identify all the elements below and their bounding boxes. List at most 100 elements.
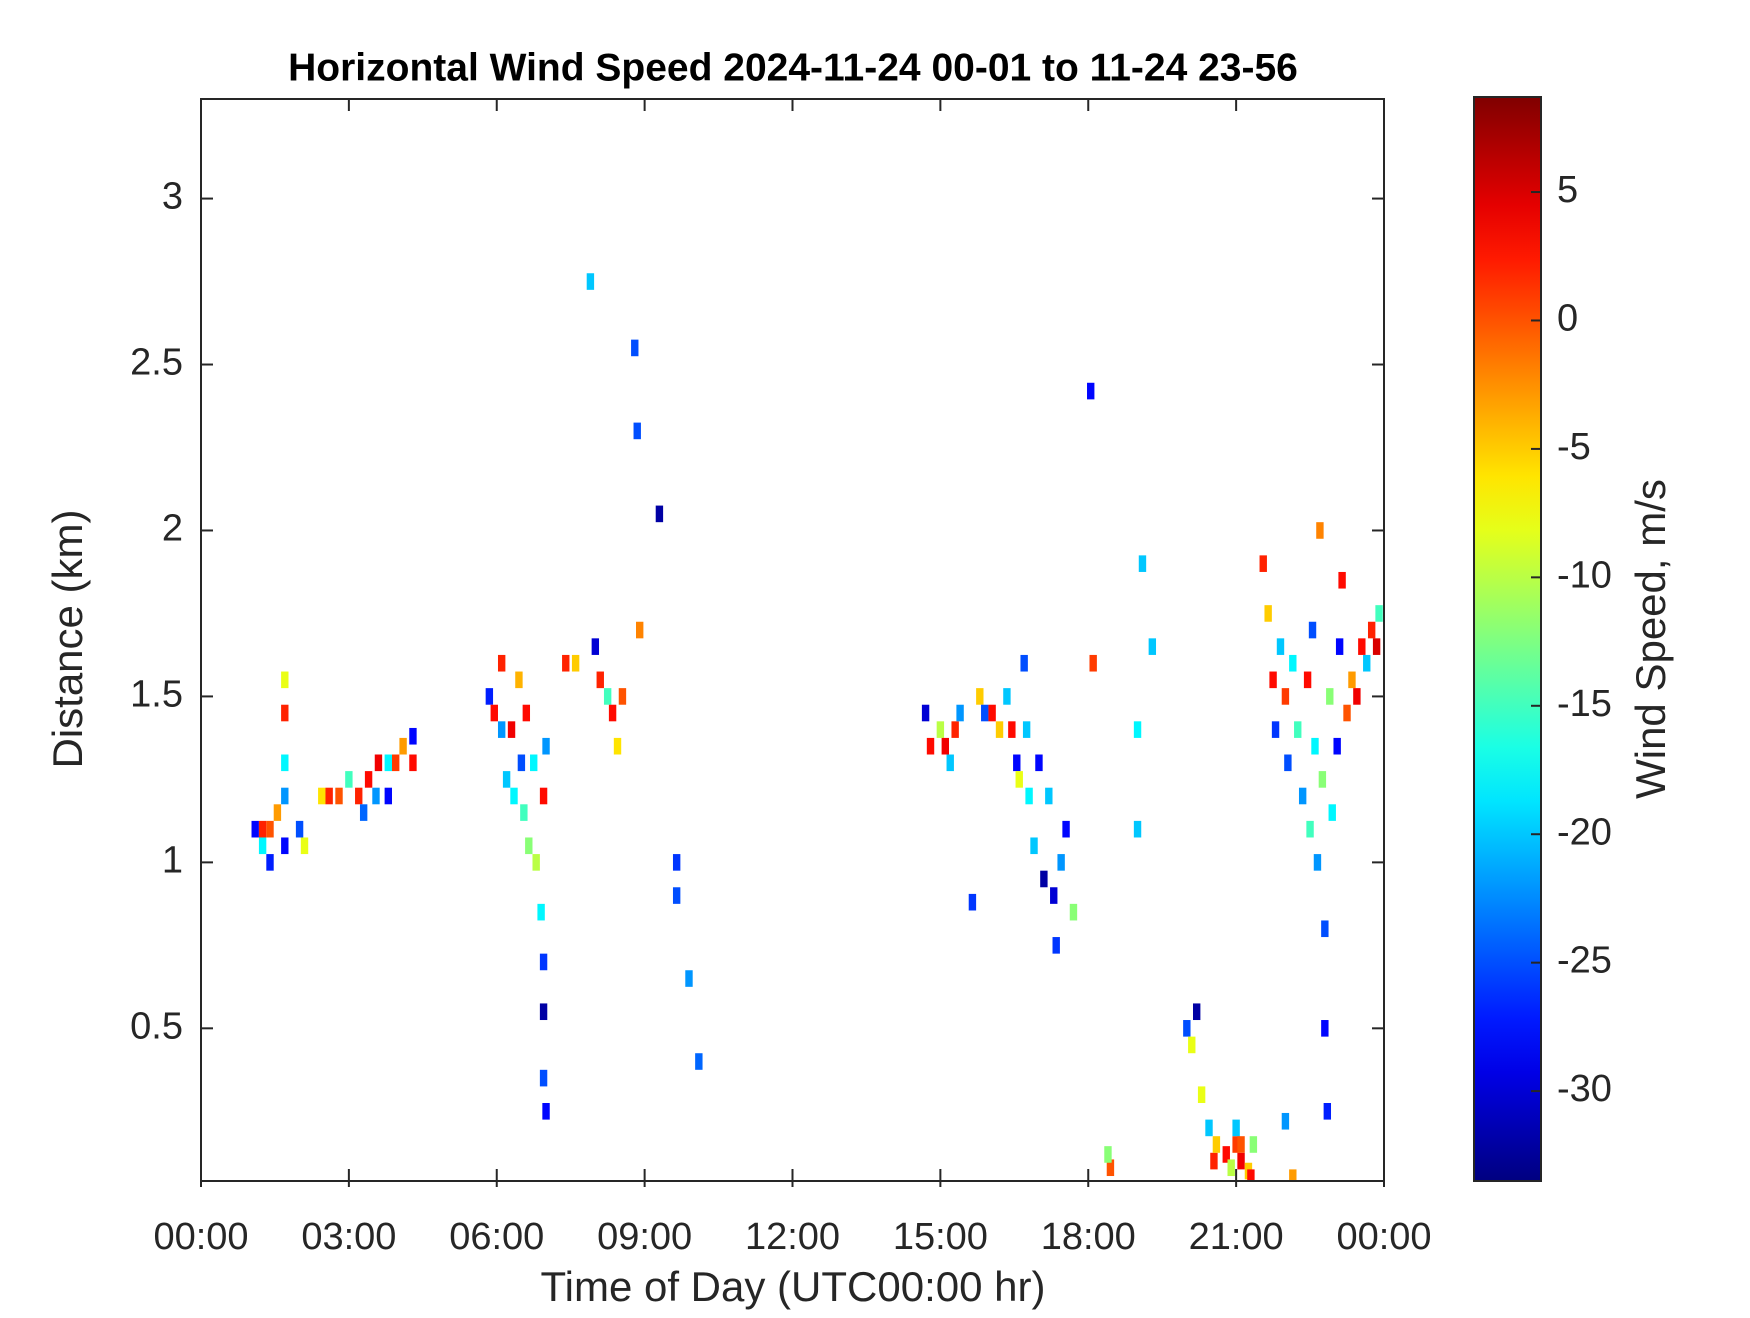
heat-cell <box>1271 721 1280 738</box>
x-tick-label: 15:00 <box>893 1216 988 1258</box>
heat-cell <box>1323 1103 1332 1120</box>
heat-cell <box>1057 854 1065 871</box>
heat-cell <box>618 688 627 705</box>
heat-cell <box>672 854 681 871</box>
heat-cell <box>1321 920 1329 938</box>
heat-cell <box>374 754 383 772</box>
heat-cell <box>1281 688 1290 705</box>
heat-cell <box>517 754 526 772</box>
heat-cell <box>1353 688 1361 705</box>
heat-cell <box>281 787 289 805</box>
heat-cell <box>921 704 930 722</box>
heat-cell <box>695 1053 703 1070</box>
heat-cell <box>497 654 506 672</box>
heat-cell <box>1183 1020 1191 1037</box>
colorbar-tick-label: -20 <box>1557 811 1612 853</box>
heat-cell <box>672 887 681 904</box>
heat-cell <box>968 893 977 911</box>
y-axis-label: Distance (km) <box>44 509 91 768</box>
heat-cell <box>1338 571 1346 589</box>
heat-cell <box>1222 1146 1230 1163</box>
heat-cell <box>1089 654 1097 672</box>
heat-cell <box>1363 654 1371 672</box>
heat-cell <box>1210 1152 1218 1170</box>
heat-cell <box>1343 704 1351 722</box>
heat-cell <box>1197 1086 1206 1104</box>
heat-cell <box>300 837 309 855</box>
heat-cell <box>1284 754 1292 772</box>
heat-cell <box>603 688 612 705</box>
heat-cell <box>345 771 353 788</box>
heat-cell <box>1316 522 1324 539</box>
heat-cell <box>633 422 641 440</box>
heat-cell <box>941 737 950 755</box>
heat-cell <box>355 787 363 805</box>
heat-cell <box>1212 1136 1221 1153</box>
heat-cell <box>384 754 393 772</box>
heat-cell <box>251 820 259 838</box>
heat-cell <box>1375 605 1383 622</box>
heat-cell <box>1311 737 1319 755</box>
heat-cell <box>399 737 407 755</box>
heat-cell <box>995 721 1004 738</box>
heat-cell <box>372 787 380 805</box>
heat-cell <box>510 787 518 805</box>
heat-cell <box>981 704 989 722</box>
heat-cell <box>1308 621 1317 639</box>
heat-cell <box>490 704 498 722</box>
heat-cell <box>539 1003 548 1021</box>
heat-cell <box>562 654 570 672</box>
heat-cell <box>1237 1152 1245 1170</box>
chart-title: Horizontal Wind Speed 2024-11-24 00-01 t… <box>288 46 1298 89</box>
heat-cell <box>515 671 523 689</box>
heat-cell <box>1326 688 1334 705</box>
heat-cell <box>1232 1119 1240 1137</box>
heat-cell <box>1237 1136 1245 1153</box>
heat-cell <box>1358 638 1366 655</box>
heat-cell <box>409 754 417 772</box>
heat-cell <box>976 688 984 705</box>
heat-cell <box>1087 382 1095 400</box>
heat-cell <box>608 704 617 722</box>
heat-cell <box>1148 638 1157 655</box>
heat-cell <box>295 820 304 838</box>
heat-cell <box>1328 804 1336 821</box>
x-tick-label: 00:00 <box>153 1216 248 1258</box>
heat-cell <box>1138 555 1147 572</box>
colorbar-tick-label: 5 <box>1557 169 1578 211</box>
heat-cell <box>1298 787 1307 805</box>
heat-cell <box>655 505 664 523</box>
heat-cell <box>1232 1136 1240 1153</box>
heat-cell <box>1335 638 1344 655</box>
heat-cell <box>1348 671 1356 689</box>
heat-cell <box>596 671 604 689</box>
y-tick-label: 1 <box>162 839 183 881</box>
heat-cell <box>364 771 373 788</box>
y-tick-label: 2 <box>162 508 183 550</box>
heat-cell <box>532 854 540 871</box>
heat-cell <box>946 754 954 772</box>
heat-cell <box>1025 787 1033 805</box>
heat-cell <box>1276 638 1285 655</box>
heat-cell <box>1052 937 1060 954</box>
heat-cell <box>1022 721 1031 738</box>
heat-cell <box>539 1069 548 1087</box>
heat-cell <box>956 704 964 722</box>
heat-cell <box>335 787 343 805</box>
x-tick-label: 03:00 <box>301 1216 396 1258</box>
y-tick-label: 0.5 <box>130 1005 183 1047</box>
heat-cell <box>258 820 267 838</box>
x-tick-label: 06:00 <box>449 1216 544 1258</box>
colorbar-tick-label: -10 <box>1557 554 1612 596</box>
heat-cell <box>542 737 550 755</box>
heat-cell <box>497 721 506 738</box>
heat-cell <box>1003 688 1011 705</box>
heat-cell <box>1247 1169 1255 1181</box>
heat-cell <box>359 804 368 821</box>
heat-cell <box>522 704 531 722</box>
heat-cell <box>281 704 289 722</box>
heat-cell <box>685 970 693 987</box>
heat-cell <box>1249 1136 1258 1153</box>
heat-cell <box>1192 1003 1201 1021</box>
colorbar-label: Wind Speed, m/s <box>1627 479 1674 799</box>
